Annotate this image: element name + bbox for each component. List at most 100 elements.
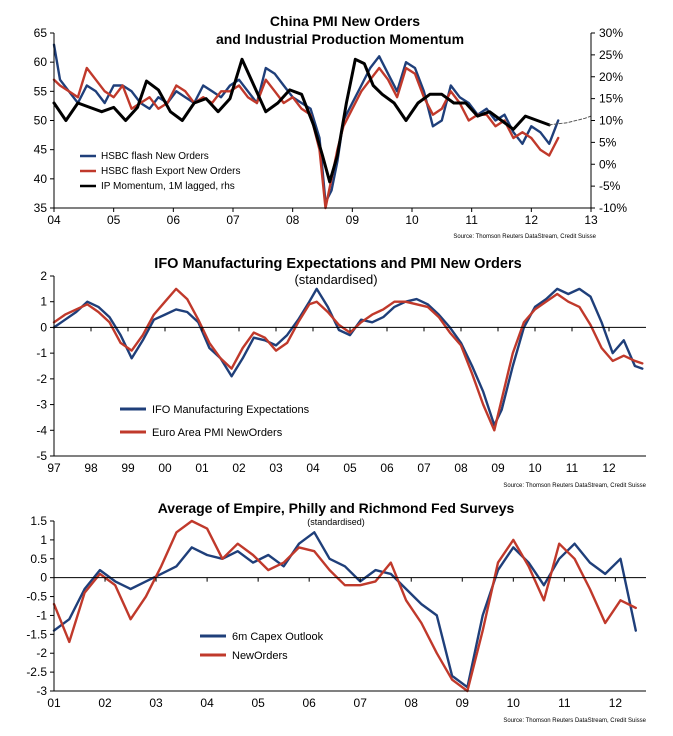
chart3-x-tick-label: 04: [200, 696, 214, 710]
chart-china-pmi: China PMI New Orders and Industrial Prod…: [34, 13, 628, 240]
chart3-x-tick-label: 11: [558, 696, 571, 710]
chart3-x-tick-label: 02: [98, 696, 112, 710]
chart1-y-tick-label: 40: [34, 172, 48, 186]
chart3-subtitle: (standardised): [307, 517, 365, 527]
chart2-x-tick-label: 12: [602, 461, 616, 475]
chart2-x-tick-label: 09: [491, 461, 505, 475]
chart3-legend-orders: NewOrders: [232, 650, 288, 662]
chart2-y-tick-label: 2: [40, 269, 47, 283]
chart2-series-ifo-manufacturing-expectations: [52, 287, 644, 427]
chart1-legend-new-orders: HSBC flash New Orders: [101, 151, 209, 162]
chart3-x-tick-label: 01: [47, 696, 61, 710]
chart3-y-tick-label: -0.5: [26, 590, 47, 604]
chart1-y2-tick-label: 15%: [599, 92, 623, 106]
chart2-legend: IFO Manufacturing Expectations Euro Area…: [120, 404, 310, 439]
chart1-y2-tick-label: 10%: [599, 114, 623, 128]
chart2-y-tick-label: -1: [36, 346, 47, 360]
chart1-legend: HSBC flash New Orders HSBC flash Export …: [80, 151, 241, 192]
chart1-x-tick-label: 12: [525, 213, 539, 227]
chart1-x-tick-label: 05: [107, 213, 121, 227]
chart1-y2-tick-label: 30%: [599, 26, 623, 40]
chart-ifo: IFO Manufacturing Expectations and PMI N…: [36, 256, 646, 489]
chart1-x-tick-label: 06: [167, 213, 181, 227]
chart3-x-tick-label: 06: [302, 696, 316, 710]
chart3-series-6m-capex-outlook: [52, 531, 637, 689]
chart1-y2-tick-label: -5%: [599, 179, 621, 193]
chart1-title-line1: China PMI New Orders: [270, 13, 420, 29]
chart3-y-tick-label: -2.5: [26, 665, 47, 679]
chart3-y-tick-label: -3: [36, 684, 47, 698]
chart1-x-tick-label: 13: [584, 213, 598, 227]
chart1-series-hsbc-flash-new-orders: [52, 43, 560, 204]
chart1-legend-ip: IP Momentum, 1M lagged, rhs: [101, 181, 235, 192]
chart1-x-tick-label: 10: [405, 213, 419, 227]
chart3-title: Average of Empire, Philly and Richmond F…: [158, 500, 515, 516]
chart3-y-tick-label: -1.5: [26, 627, 47, 641]
chart1-x-tick-label: 11: [465, 213, 478, 227]
chart2-legend-pmi: Euro Area PMI NewOrders: [152, 427, 283, 439]
chart3-y-tick-label: 0: [40, 571, 47, 585]
chart1-x-tick-label: 07: [226, 213, 240, 227]
chart3-y-tick-label: 0.5: [30, 552, 47, 566]
chart3-x-tick-label: 12: [609, 696, 623, 710]
chart2-y-tick-label: 1: [40, 295, 47, 309]
chart3-y-tick-label: 1.5: [30, 514, 47, 528]
chart1-y2-tick-label: 5%: [599, 135, 617, 149]
chart3-y-tick-label: 1: [40, 533, 47, 547]
chart2-x-tick-label: 07: [417, 461, 431, 475]
chart2-series-euro-area-pmi-neworders: [52, 287, 644, 432]
chart-fed-surveys: Average of Empire, Philly and Richmond F…: [26, 500, 646, 724]
chart1-y2-tick-label: -10%: [599, 201, 627, 215]
chart1-source: Source: Thomson Reuters DataStream, Cred…: [453, 234, 596, 240]
chart2-x-tick-label: 03: [269, 461, 283, 475]
chart1-legend-export-orders: HSBC flash Export New Orders: [101, 166, 241, 177]
chart1-y-tick-label: 60: [34, 55, 48, 69]
chart1-y-tick-label: 65: [34, 26, 48, 40]
chart3-legend-capex: 6m Capex Outlook: [232, 631, 324, 643]
chart2-x-tick-label: 01: [195, 461, 209, 475]
chart2-y-tick-label: -2: [36, 372, 47, 386]
chart2-y-tick-label: 0: [40, 320, 47, 334]
chart3-y-tick-label: -1: [36, 608, 47, 622]
chart3-y-tick-label: -2: [36, 646, 47, 660]
chart1-x-tick-label: 04: [47, 213, 61, 227]
chart1-title-line2: and Industrial Production Momentum: [216, 31, 464, 47]
chart3-series-neworders: [52, 519, 637, 693]
chart2-x-tick-label: 08: [454, 461, 468, 475]
chart2-subtitle: (standardised): [294, 272, 377, 287]
chart1-x-tick-label: 08: [286, 213, 300, 227]
chart1-y-tick-label: 35: [34, 201, 48, 215]
chart2-x-tick-label: 97: [47, 461, 61, 475]
chart2-y-tick-label: -3: [36, 398, 47, 412]
chart1-y-tick-label: 50: [34, 114, 48, 128]
chart1-y2-tick-label: 25%: [599, 48, 623, 62]
chart3-x-tick-label: 09: [456, 696, 470, 710]
chart1-series-ip-momentum-1m-lagged-rhs: [52, 57, 551, 184]
chart3-source: Source: Thomson Reuters DataStream, Cred…: [503, 718, 646, 724]
chart3-x-tick-label: 08: [405, 696, 419, 710]
chart2-title: IFO Manufacturing Expectations and PMI N…: [154, 256, 521, 272]
chart1-y2-tick-label: 0%: [599, 157, 617, 171]
chart2-x-tick-label: 00: [158, 461, 172, 475]
chart3-x-tick-label: 07: [354, 696, 368, 710]
chart2-x-tick-label: 05: [343, 461, 357, 475]
chart1-y-tick-label: 55: [34, 84, 48, 98]
chart2-legend-ifo: IFO Manufacturing Expectations: [152, 404, 310, 416]
chart1-y-tick-label: 45: [34, 143, 48, 157]
chart2-y-tick-label: -5: [36, 449, 47, 463]
chart3-legend: 6m Capex Outlook NewOrders: [200, 631, 324, 662]
chart2-source: Source: Thomson Reuters DataStream, Cred…: [503, 483, 646, 489]
chart2-x-tick-label: 98: [84, 461, 98, 475]
chart1-y2-tick-label: 20%: [599, 70, 623, 84]
chart2-x-tick-label: 04: [306, 461, 320, 475]
chart1-x-tick-label: 09: [346, 213, 360, 227]
chart3-x-tick-label: 10: [507, 696, 521, 710]
chart3-x-tick-label: 05: [251, 696, 265, 710]
chart2-x-tick-label: 06: [380, 461, 394, 475]
chart2-x-tick-label: 02: [232, 461, 246, 475]
chart3-x-tick-label: 03: [149, 696, 163, 710]
chart1-series-ip-momentum-projection-dashed: [548, 115, 592, 126]
chart2-x-tick-label: 11: [566, 461, 579, 475]
chart2-x-tick-label: 99: [121, 461, 135, 475]
